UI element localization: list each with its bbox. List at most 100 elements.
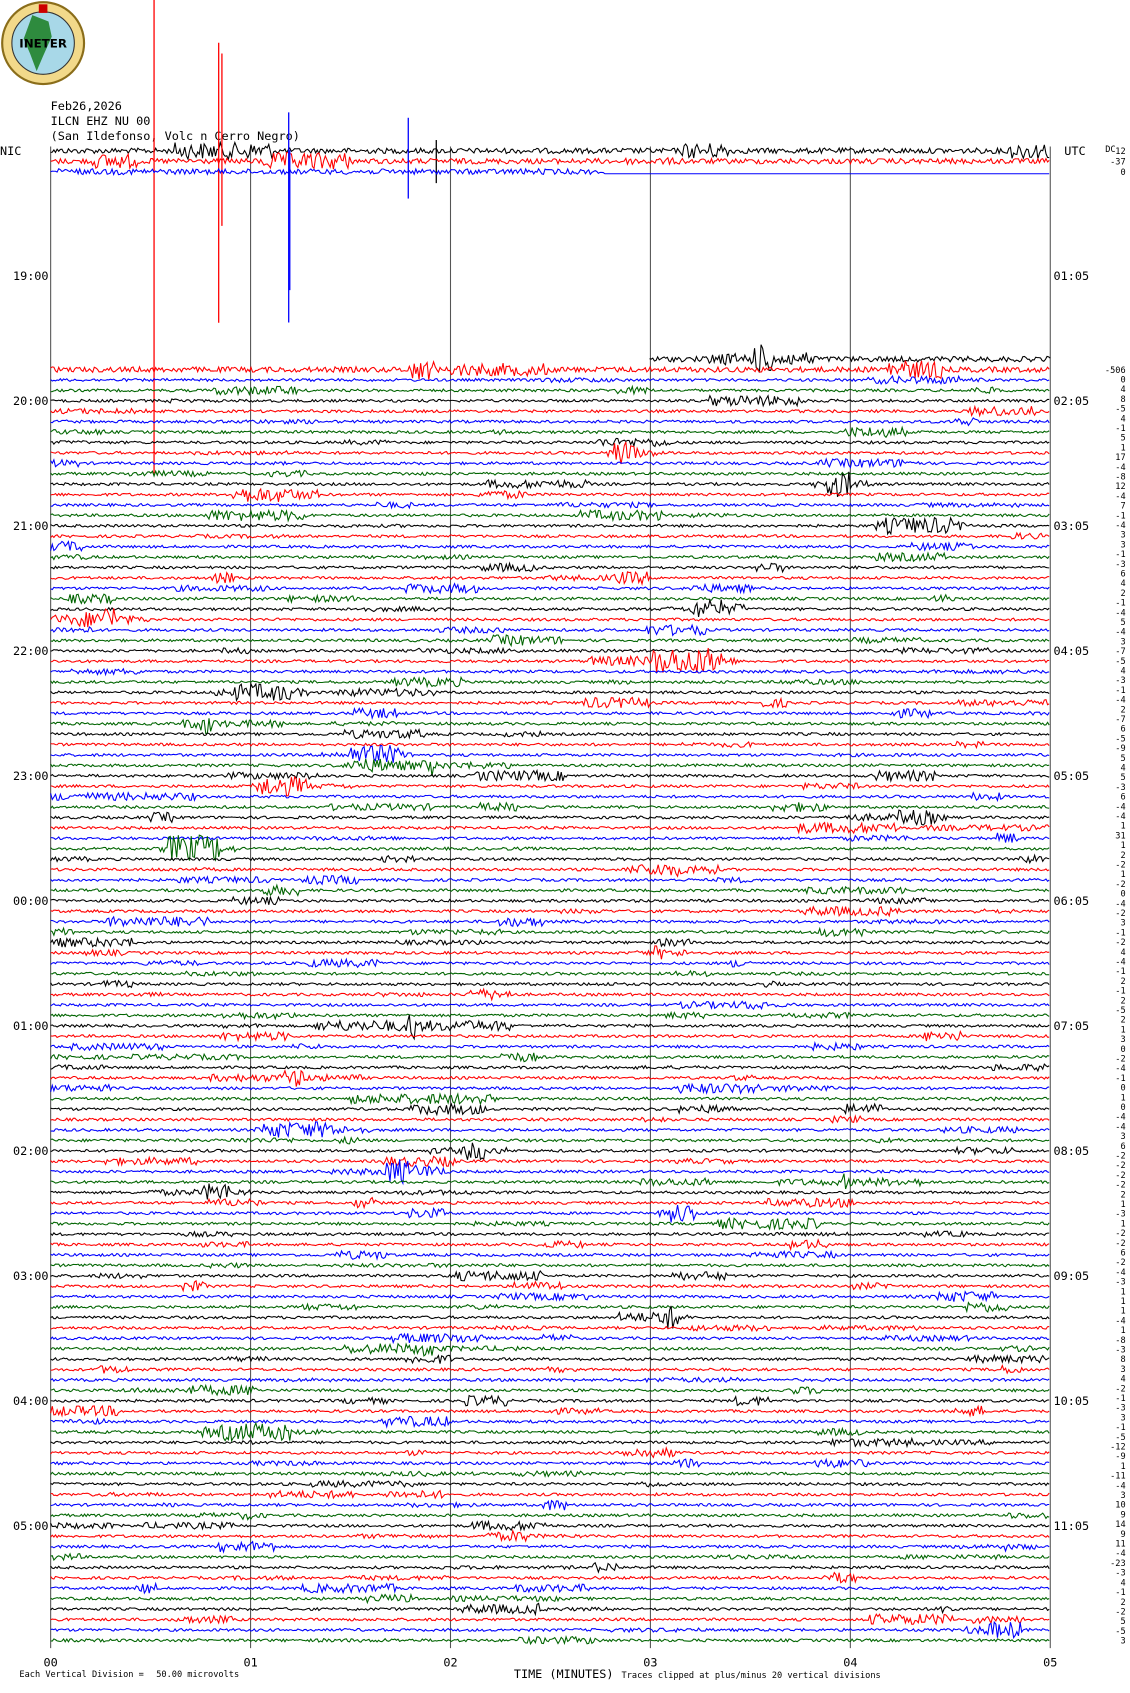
offset-label: -12: [1110, 1443, 1126, 1453]
trace: [50, 1540, 1050, 1554]
offset-label: 2: [1120, 1190, 1125, 1200]
offset-label: -8: [1115, 1336, 1125, 1346]
offset-label: -1: [1115, 1074, 1125, 1084]
clip-note: Traces clipped at plus/minus 20 vertical…: [622, 1671, 881, 1681]
offset-label: 1: [1120, 1462, 1125, 1472]
right-hour-label: 02:05: [1053, 394, 1089, 408]
trace: [50, 696, 1050, 709]
trace: [50, 883, 1050, 897]
offset-label: -5: [1115, 1627, 1125, 1637]
trace: [50, 706, 1050, 721]
offset-label: 3: [1120, 1413, 1125, 1423]
offset-label: 8: [1120, 1355, 1125, 1365]
trace: [50, 1552, 1050, 1562]
offset-label: -9: [1115, 744, 1125, 754]
offset-label: 5: [1120, 754, 1125, 764]
trace: [50, 1249, 1050, 1261]
right-hour-label: 04:05: [1053, 644, 1089, 658]
offset-label: -23: [1110, 1559, 1126, 1569]
offset-label: -1: [1115, 1588, 1125, 1598]
offset-label: 1: [1120, 1025, 1125, 1035]
trace: [50, 582, 1050, 595]
offset-label: -2: [1115, 1239, 1125, 1249]
trace: [50, 1479, 1050, 1489]
trace: [50, 979, 1050, 989]
trace: [50, 593, 1050, 605]
left-hour-label: 20:00: [13, 394, 49, 408]
offset-label: -4: [1115, 628, 1125, 638]
offset-label: 3: [1120, 1491, 1125, 1501]
offset-label: 4: [1120, 414, 1125, 424]
trace: [50, 1052, 1050, 1063]
offset-label: -4: [1115, 696, 1125, 706]
trace: [50, 969, 1050, 978]
x-tick-label: 05: [1043, 1655, 1057, 1669]
offset-label: 1: [1120, 841, 1125, 851]
offset-label: 3: [1120, 1637, 1125, 1647]
offset-label: 11: [1115, 1540, 1125, 1550]
offset-label: -2: [1115, 1055, 1125, 1065]
trace: [50, 1305, 1050, 1329]
offset-label: 4: [1120, 948, 1125, 958]
trace: [50, 1030, 1050, 1043]
right-hour-label: 08:05: [1053, 1144, 1089, 1158]
trace: [50, 740, 1050, 750]
trace: [50, 471, 1050, 498]
trace: [50, 597, 1050, 617]
x-tick-label: 03: [643, 1655, 657, 1669]
offset-label: -2: [1115, 1384, 1125, 1394]
offset-label: -4: [1115, 492, 1125, 502]
offset-label: -4: [1115, 1113, 1125, 1123]
offset-label: -2: [1115, 1161, 1125, 1171]
trace: [50, 394, 1050, 408]
offset-label: 4: [1120, 1578, 1125, 1588]
trace: [50, 441, 1050, 465]
offset-label: -3: [1115, 560, 1125, 570]
offset-label: 5: [1120, 1617, 1125, 1627]
x-tick-label: 04: [843, 1655, 857, 1669]
offset-label: -2: [1115, 880, 1125, 890]
offset-label: 6: [1120, 793, 1125, 803]
offset-label: 6: [1120, 1249, 1125, 1259]
trace: [50, 508, 1050, 523]
offset-label: 1: [1120, 1219, 1125, 1229]
offset-label: 1: [1120, 1200, 1125, 1210]
left-hour-label: 04:00: [13, 1394, 49, 1408]
offset-label: -1: [1115, 550, 1125, 560]
trace: [50, 834, 1050, 862]
trace: [50, 1159, 1050, 1186]
trace: [50, 1457, 1050, 1469]
trace: [50, 634, 1050, 648]
right-hour-label: 03:05: [1053, 519, 1089, 533]
trace: [50, 1561, 1050, 1574]
trace: [50, 945, 1050, 960]
trace: [50, 151, 1050, 171]
trace: [50, 1120, 1050, 1138]
offset-label: -9: [1115, 1452, 1125, 1462]
offset-label: 1: [1120, 870, 1125, 880]
trace: [50, 1581, 1050, 1595]
offset-label: 3: [1120, 919, 1125, 929]
offset-label: 1: [1120, 1297, 1125, 1307]
trace: [50, 926, 1050, 938]
trace: [50, 1269, 1050, 1282]
offset-label: 7: [1120, 502, 1125, 512]
offset-label: -5: [1115, 657, 1125, 667]
trace: [50, 1261, 1050, 1269]
trace: [50, 863, 1050, 878]
trace: [50, 1446, 1050, 1459]
offset-label: -2: [1115, 1607, 1125, 1617]
left-hour-label: 00:00: [13, 894, 49, 908]
right-hour-label: 06:05: [1053, 894, 1089, 908]
offset-label: 5: [1120, 773, 1125, 783]
offset-label: 4: [1120, 385, 1125, 395]
offset-label: 3: [1120, 531, 1125, 541]
trace: [50, 1114, 1050, 1124]
offset-label: 2: [1120, 996, 1125, 1006]
trace: [50, 874, 1050, 886]
offset-label: -1: [1115, 424, 1125, 434]
trace: [50, 682, 1050, 703]
trace: [50, 957, 1050, 969]
trace: [50, 1229, 1050, 1239]
right-hour-label: 01:05: [1053, 269, 1089, 283]
